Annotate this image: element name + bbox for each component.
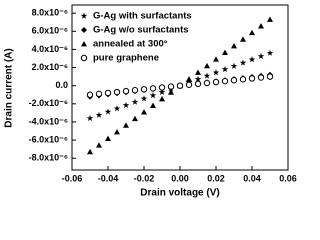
- data-point: [113, 88, 121, 96]
- data-point: [212, 69, 220, 76]
- data-point: [149, 85, 157, 92]
- data-point: [230, 77, 238, 84]
- data-point: [221, 77, 229, 85]
- data-point: [87, 148, 93, 155]
- x-tick-label: 0.04: [243, 173, 261, 183]
- data-point: [195, 69, 201, 75]
- data-point: [131, 98, 139, 105]
- x-tick-label: -0.06: [62, 173, 83, 183]
- x-tick-label: -0.02: [134, 173, 155, 183]
- data-point: [113, 105, 121, 112]
- data-point: [204, 62, 210, 69]
- data-point: [248, 75, 256, 82]
- legend-label: G-Ag w/o surfactants: [93, 25, 189, 36]
- data-point: [158, 84, 166, 91]
- legend-label: annealed at 300°: [93, 39, 168, 50]
- chart: Drain voltage (V) Drain current (A) -0.0…: [4, 4, 297, 199]
- data-point: [176, 82, 184, 89]
- legend-label: pure graphene: [93, 53, 159, 64]
- data-point: [213, 56, 219, 62]
- data-point: [194, 75, 202, 82]
- y-tick-label: -2.0x10⁻⁶: [29, 98, 68, 108]
- x-tick-label: 0.02: [207, 173, 225, 183]
- x-tick-label: 0.00: [171, 173, 189, 183]
- data-point: [123, 122, 129, 128]
- data-point: [203, 79, 211, 87]
- data-point: [266, 73, 274, 80]
- data-point: [249, 29, 255, 36]
- y-tick-label: 2.0x10⁻⁶: [32, 62, 68, 72]
- y-tick-label: 0.0: [55, 80, 68, 90]
- data-point: [258, 23, 264, 29]
- data-point: [104, 108, 112, 115]
- data-point: [158, 88, 166, 96]
- data-point: [239, 76, 247, 83]
- data-point: [95, 111, 103, 118]
- data-point: [257, 52, 265, 60]
- y-tick-label: 6.0x10⁻⁶: [32, 26, 68, 36]
- data-point: [203, 72, 211, 79]
- x-axis-title: Drain voltage (V): [140, 188, 219, 199]
- y-tick-label: -8.0x10⁻⁶: [29, 153, 68, 163]
- data-point: [104, 89, 112, 97]
- data-point: [212, 78, 220, 86]
- data-point: [231, 42, 237, 49]
- data-point: [140, 86, 148, 93]
- data-point: [168, 89, 174, 95]
- data-point: [141, 109, 147, 115]
- legend-marker: [81, 27, 87, 33]
- data-point: [149, 92, 157, 99]
- data-point: [159, 95, 165, 102]
- legend-marker: [80, 54, 88, 62]
- y-tick-label: -6.0x10⁻⁶: [29, 134, 68, 144]
- y-tick-label: 4.0x10⁻⁶: [32, 44, 68, 54]
- data-point: [221, 65, 229, 73]
- data-point: [230, 62, 238, 69]
- data-point: [105, 135, 111, 142]
- y-tick-label: -4.0x10⁻⁶: [29, 116, 68, 126]
- data-point: [96, 142, 102, 148]
- legend-marker: [80, 12, 88, 19]
- data-point: [95, 90, 103, 98]
- data-point: [222, 49, 228, 55]
- data-point: [167, 83, 175, 90]
- data-point: [267, 16, 273, 22]
- data-point: [140, 95, 148, 102]
- legend-label: G-Ag with surfactants: [93, 11, 192, 22]
- data-point: [240, 36, 246, 42]
- data-point: [266, 49, 274, 56]
- data-point: [239, 59, 247, 66]
- data-point: [150, 102, 156, 108]
- data-point: [194, 80, 202, 88]
- data-point: [131, 87, 139, 94]
- data-point: [86, 91, 94, 98]
- data-point: [86, 114, 94, 122]
- data-point: [257, 74, 265, 81]
- data-point: [132, 115, 138, 122]
- data-point: [114, 129, 120, 135]
- y-tick-label: 8.0x10⁻⁶: [32, 8, 68, 18]
- x-tick-label: 0.06: [279, 173, 297, 183]
- data-point: [122, 101, 130, 109]
- data-point: [185, 81, 193, 88]
- data-point: [186, 76, 192, 82]
- y-axis-title: Drain current (A): [4, 48, 15, 127]
- data-point: [248, 56, 256, 63]
- legend-marker: [81, 41, 87, 47]
- data-point: [122, 87, 130, 95]
- x-tick-label: -0.04: [98, 173, 119, 183]
